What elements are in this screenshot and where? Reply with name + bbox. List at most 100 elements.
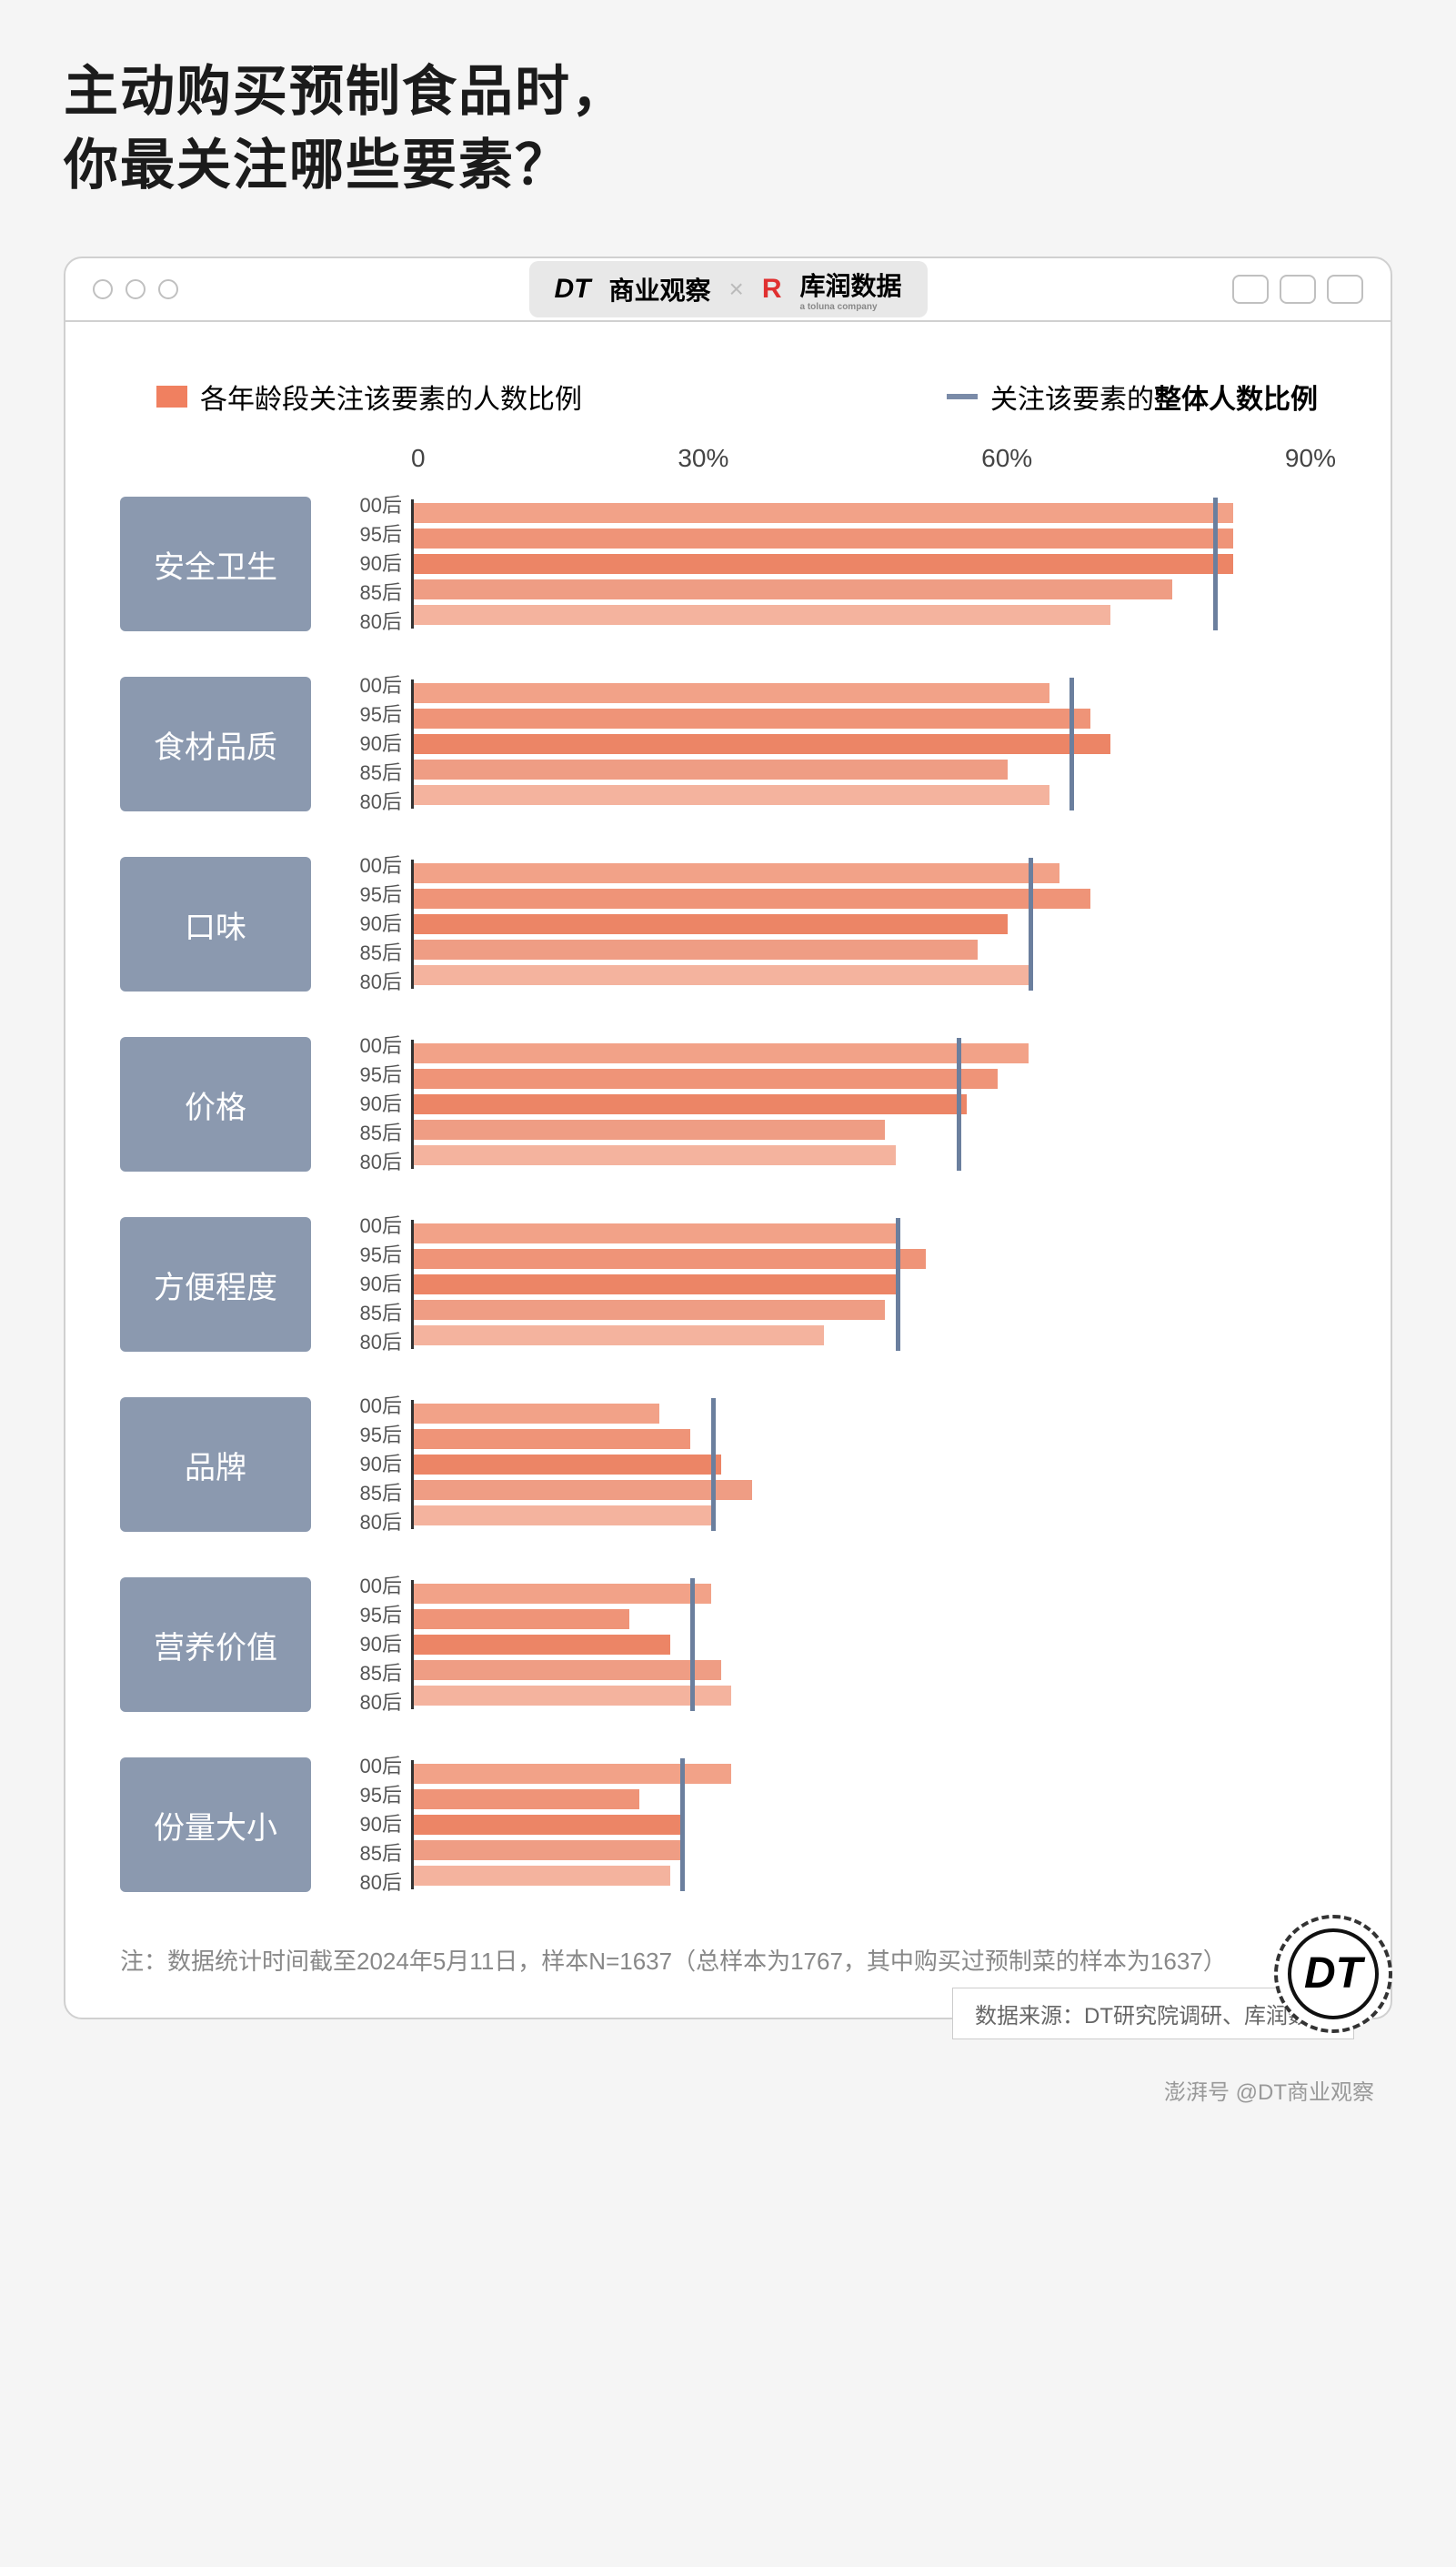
chart-group: 营养价值00后95后90后85后80后	[120, 1572, 1336, 1717]
chart-group: 方便程度00后95后90后85后80后	[120, 1212, 1336, 1357]
axis-tick: 30%	[678, 444, 728, 473]
bar-row	[414, 683, 1336, 703]
legend-line-label: 关注该要素的整体人数比例	[990, 377, 1318, 417]
bar-row	[414, 965, 1336, 985]
bar-row	[414, 734, 1336, 754]
row-label: 00后	[311, 1212, 402, 1241]
bar	[414, 1609, 629, 1629]
bar-row	[414, 1404, 1336, 1424]
bar-row	[414, 1069, 1336, 1089]
row-labels: 00后95后90后85后80后	[311, 1212, 411, 1357]
row-label: 90后	[311, 1090, 402, 1119]
bar-row	[414, 528, 1336, 549]
bar	[414, 709, 1090, 729]
row-label: 85后	[311, 759, 402, 788]
row-label: 90后	[311, 1630, 402, 1659]
bar	[414, 1635, 670, 1655]
chart-area: 各年龄段关注该要素的人数比例 关注该要素的整体人数比例 030%60%90% 安…	[65, 322, 1391, 1916]
bar-row	[414, 605, 1336, 625]
minimize-icon	[126, 279, 146, 299]
bar	[414, 1866, 670, 1886]
bar-row	[414, 1249, 1336, 1269]
category-label: 安全卫生	[120, 497, 311, 631]
row-label: 00后	[311, 1752, 402, 1781]
bar	[414, 1815, 680, 1835]
legend-bars: 各年龄段关注该要素的人数比例	[156, 377, 582, 417]
bar-row	[414, 1300, 1336, 1320]
bar	[414, 1145, 896, 1165]
row-label: 90后	[311, 549, 402, 579]
page-title: 主动购买预制食品时， 你最关注哪些要素？	[64, 55, 1392, 202]
chart-group: 品牌00后95后90后85后80后	[120, 1392, 1336, 1537]
row-labels: 00后95后90后85后80后	[311, 1752, 411, 1898]
category-label: 食材品质	[120, 677, 311, 811]
chart-groups: 安全卫生00后95后90后85后80后食材品质00后95后90后85后80后口味…	[120, 491, 1336, 1898]
layout-icon	[1232, 275, 1269, 304]
brand-kr-logo: R	[762, 274, 782, 305]
row-label: 90后	[311, 730, 402, 759]
row-label: 85后	[311, 1839, 402, 1868]
bar	[414, 1120, 885, 1140]
bar	[414, 965, 1029, 985]
brand-dt-logo: DT	[554, 274, 590, 305]
legend-bar-swatch	[156, 386, 187, 408]
overall-marker	[680, 1758, 685, 1891]
bar-row	[414, 1609, 1336, 1629]
row-label: 80后	[311, 968, 402, 997]
titlebar-right-icons	[1232, 275, 1363, 304]
row-labels: 00后95后90后85后80后	[311, 1392, 411, 1537]
bar-row	[414, 1635, 1336, 1655]
bar-row	[414, 1043, 1336, 1063]
bar	[414, 528, 1233, 549]
row-labels: 00后95后90后85后80后	[311, 851, 411, 997]
bar	[414, 734, 1110, 754]
brand-separator: ×	[728, 275, 743, 304]
overall-marker	[690, 1578, 695, 1711]
bars-column	[411, 860, 1336, 989]
row-label: 00后	[311, 671, 402, 700]
bar	[414, 1505, 711, 1525]
row-labels: 00后95后90后85后80后	[311, 491, 411, 637]
row-label: 00后	[311, 851, 402, 881]
traffic-lights	[93, 279, 178, 299]
row-label: 95后	[311, 1421, 402, 1450]
bar-row	[414, 1815, 1336, 1835]
share-icon	[1280, 275, 1316, 304]
category-label: 份量大小	[120, 1757, 311, 1892]
bar-row	[414, 1120, 1336, 1140]
row-label: 80后	[311, 1328, 402, 1357]
bar	[414, 579, 1172, 599]
bar-row	[414, 1480, 1336, 1500]
chart-group: 安全卫生00后95后90后85后80后	[120, 491, 1336, 637]
brand-dt-text: 商业观察	[608, 271, 710, 307]
bar-row	[414, 1274, 1336, 1294]
category-label: 品牌	[120, 1397, 311, 1532]
row-label: 80后	[311, 1868, 402, 1898]
row-label: 80后	[311, 788, 402, 817]
bars-column	[411, 1580, 1336, 1709]
row-label: 85后	[311, 579, 402, 608]
overall-marker	[1069, 678, 1074, 810]
more-icon	[1327, 275, 1363, 304]
bar	[414, 863, 1059, 883]
bar-row	[414, 1584, 1336, 1604]
bar	[414, 785, 1049, 805]
row-label: 95后	[311, 1601, 402, 1630]
bar	[414, 1300, 885, 1320]
bar-row	[414, 785, 1336, 805]
row-label: 80后	[311, 1688, 402, 1717]
row-label: 90后	[311, 1810, 402, 1839]
row-label: 00后	[311, 1392, 402, 1421]
bar-row	[414, 1764, 1336, 1784]
bars-column	[411, 1220, 1336, 1349]
row-labels: 00后95后90后85后80后	[311, 671, 411, 817]
row-label: 95后	[311, 700, 402, 730]
bar	[414, 1249, 926, 1269]
chart-group: 口味00后95后90后85后80后	[120, 851, 1336, 997]
overall-marker	[957, 1038, 961, 1171]
bar	[414, 940, 978, 960]
row-label: 95后	[311, 1241, 402, 1270]
bar-row	[414, 554, 1336, 574]
axis-tick: 60%	[981, 444, 1032, 473]
bar-row	[414, 1325, 1336, 1345]
